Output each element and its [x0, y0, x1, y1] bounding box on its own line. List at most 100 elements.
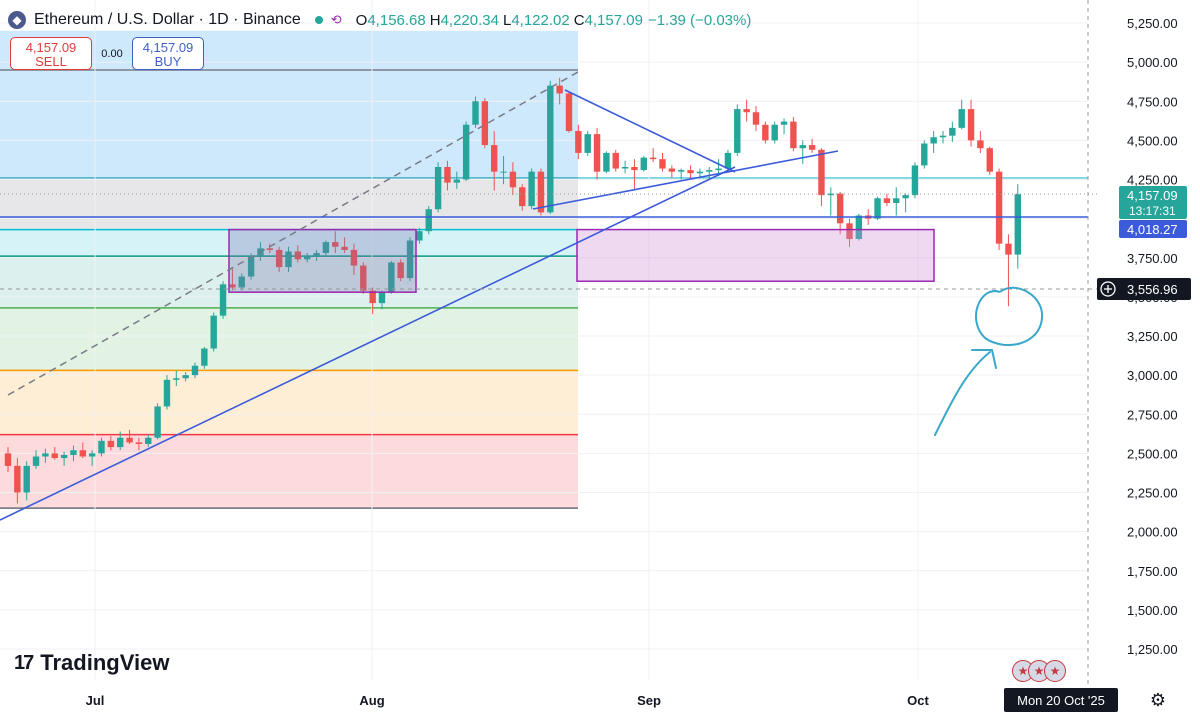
- candle-body[interactable]: [60, 454, 68, 459]
- candle-body[interactable]: [668, 168, 676, 172]
- candle-body[interactable]: [70, 450, 77, 455]
- candle-body[interactable]: [397, 262, 404, 279]
- annotation-circle[interactable]: [975, 286, 1044, 346]
- candle-body[interactable]: [621, 166, 629, 169]
- candle-body[interactable]: [378, 292, 386, 304]
- symbol-title[interactable]: Ethereum / U.S. Dollar · 1D · Binance: [34, 11, 301, 28]
- candle-body[interactable]: [369, 290, 376, 304]
- candle-body[interactable]: [977, 140, 984, 149]
- candle-body[interactable]: [491, 145, 498, 172]
- candle-body[interactable]: [678, 170, 685, 172]
- candle-body[interactable]: [967, 109, 975, 141]
- candle-body[interactable]: [229, 284, 236, 288]
- candle-body[interactable]: [1005, 243, 1012, 255]
- candle-body[interactable]: [762, 124, 769, 141]
- candle-body[interactable]: [930, 137, 937, 144]
- candle-body[interactable]: [304, 256, 311, 260]
- candle-body[interactable]: [406, 240, 414, 279]
- candle-body[interactable]: [332, 242, 339, 247]
- candle-body[interactable]: [780, 121, 788, 125]
- candle-body[interactable]: [201, 348, 208, 366]
- candle-body[interactable]: [593, 134, 601, 172]
- candle-body[interactable]: [481, 101, 489, 146]
- candle-body[interactable]: [818, 149, 825, 196]
- candle-body[interactable]: [32, 456, 40, 466]
- candle-body[interactable]: [23, 465, 30, 493]
- candle-body[interactable]: [173, 378, 180, 380]
- candle-body[interactable]: [612, 152, 619, 169]
- candle-body[interactable]: [565, 93, 573, 131]
- candle-body[interactable]: [537, 171, 545, 213]
- candle-body[interactable]: [14, 465, 21, 493]
- support-zone-box[interactable]: [576, 228, 935, 282]
- candle-body[interactable]: [462, 124, 470, 180]
- triangle-upper-line[interactable]: [564, 89, 736, 173]
- candle-body[interactable]: [603, 152, 610, 172]
- candle-body[interactable]: [453, 179, 460, 183]
- candle-body[interactable]: [117, 437, 124, 448]
- candle-body[interactable]: [275, 249, 283, 268]
- candle-body[interactable]: [949, 127, 956, 136]
- candle-body[interactable]: [88, 453, 96, 457]
- candle-body[interactable]: [921, 143, 928, 166]
- candle-body[interactable]: [472, 101, 479, 125]
- candle-body[interactable]: [285, 251, 292, 268]
- candle-body[interactable]: [808, 145, 816, 150]
- candle-body[interactable]: [163, 379, 171, 407]
- candle-body[interactable]: [893, 198, 900, 203]
- candle-body[interactable]: [247, 256, 255, 277]
- candle-body[interactable]: [182, 375, 189, 379]
- annotation-arrow[interactable]: [934, 349, 997, 436]
- candle-body[interactable]: [696, 171, 704, 174]
- candle-body[interactable]: [1014, 194, 1021, 255]
- candle-body[interactable]: [771, 124, 778, 141]
- candle-body[interactable]: [631, 166, 638, 171]
- candle-body[interactable]: [874, 198, 881, 219]
- candle-body[interactable]: [519, 187, 526, 207]
- candle-body[interactable]: [846, 223, 853, 239]
- candle-body[interactable]: [995, 171, 1003, 244]
- candle-body[interactable]: [79, 450, 86, 457]
- plus-icon[interactable]: [1100, 281, 1116, 297]
- triangle-lower-line[interactable]: [532, 150, 839, 210]
- candle-body[interactable]: [883, 198, 891, 203]
- candle-body[interactable]: [902, 195, 909, 199]
- candle-body[interactable]: [360, 265, 367, 291]
- buy-button[interactable]: 4,157.09 BUY: [132, 37, 204, 70]
- candle-body[interactable]: [836, 193, 844, 224]
- candle-body[interactable]: [715, 168, 722, 171]
- candle-body[interactable]: [145, 437, 152, 444]
- trendline-long[interactable]: [0, 166, 736, 521]
- candle-body[interactable]: [388, 262, 395, 293]
- candle-body[interactable]: [640, 157, 647, 171]
- candle-body[interactable]: [322, 242, 330, 254]
- candle-body[interactable]: [743, 109, 750, 113]
- candle-body[interactable]: [752, 112, 760, 125]
- candle-body[interactable]: [500, 171, 507, 173]
- tradingview-logo[interactable]: 17 TradingView: [14, 650, 169, 676]
- dashed-fib-trendline[interactable]: [7, 71, 579, 396]
- candle-body[interactable]: [790, 121, 797, 149]
- candle-body[interactable]: [575, 130, 582, 153]
- candle-body[interactable]: [313, 253, 320, 257]
- candle-body[interactable]: [855, 215, 863, 239]
- candle-body[interactable]: [341, 246, 348, 250]
- candle-body[interactable]: [724, 152, 732, 169]
- candle-body[interactable]: [107, 440, 115, 448]
- consolidation-box[interactable]: [228, 228, 417, 293]
- us-flag-icon[interactable]: ★: [1044, 660, 1066, 682]
- share-icon[interactable]: ⟲: [330, 12, 342, 27]
- candle-body[interactable]: [425, 209, 432, 232]
- candle-body[interactable]: [911, 165, 919, 196]
- candle-body[interactable]: [154, 406, 161, 438]
- candle-body[interactable]: [238, 276, 245, 288]
- candle-body[interactable]: [584, 134, 591, 153]
- sell-button[interactable]: 4,157.09 SELL: [10, 37, 92, 70]
- candle-body[interactable]: [509, 171, 517, 188]
- candle-body[interactable]: [4, 453, 12, 466]
- candle-body[interactable]: [219, 284, 227, 316]
- candle-body[interactable]: [434, 166, 442, 210]
- candle-body[interactable]: [827, 193, 834, 196]
- candle-body[interactable]: [939, 135, 947, 138]
- candle-body[interactable]: [416, 231, 423, 241]
